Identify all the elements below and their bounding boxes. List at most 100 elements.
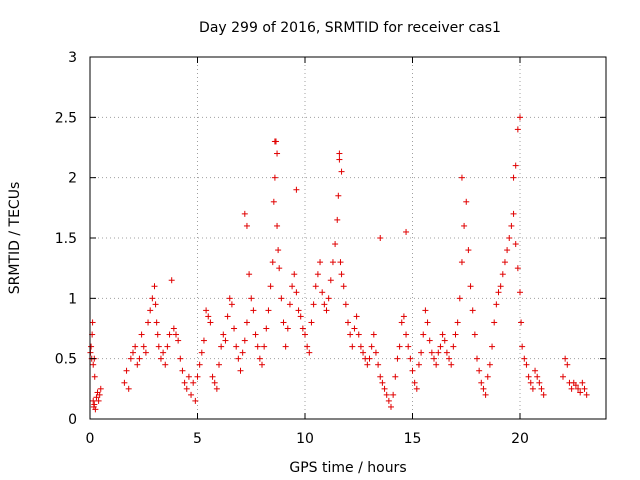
data-point xyxy=(491,319,498,326)
data-point xyxy=(353,313,360,320)
data-point xyxy=(241,337,248,344)
data-point xyxy=(224,313,231,320)
y-tick-label: 0.5 xyxy=(55,352,77,368)
data-point xyxy=(583,391,590,398)
data-point xyxy=(355,331,362,338)
data-point xyxy=(388,403,394,410)
data-point xyxy=(523,361,530,368)
data-point xyxy=(321,301,328,308)
data-point xyxy=(403,228,410,235)
data-point xyxy=(431,355,437,362)
data-point xyxy=(282,343,289,350)
data-point xyxy=(243,222,250,229)
data-point xyxy=(226,295,233,302)
data-point xyxy=(435,349,442,356)
data-point xyxy=(441,337,448,344)
data-point xyxy=(345,319,351,326)
data-point xyxy=(222,337,229,344)
data-point xyxy=(372,349,379,356)
data-point xyxy=(123,367,130,374)
data-point xyxy=(418,349,425,356)
data-point xyxy=(443,349,450,356)
data-point xyxy=(514,126,521,133)
data-point xyxy=(168,277,175,284)
data-point xyxy=(370,331,377,338)
data-point xyxy=(336,150,343,157)
data-point xyxy=(252,331,259,338)
data-point xyxy=(166,331,173,338)
y-tick-label: 1 xyxy=(68,291,77,307)
data-point xyxy=(463,198,470,205)
x-tick-label: 5 xyxy=(193,431,202,447)
data-point xyxy=(233,343,240,350)
data-point xyxy=(495,289,502,296)
data-point xyxy=(280,319,287,326)
data-point xyxy=(517,289,523,296)
data-point xyxy=(274,150,281,157)
data-point xyxy=(319,289,326,296)
data-point xyxy=(192,397,199,404)
data-point xyxy=(403,331,410,338)
data-point xyxy=(152,301,159,308)
data-point xyxy=(138,331,145,338)
y-axis-label: SRMTID / TECUs xyxy=(7,182,23,295)
data-point xyxy=(366,355,373,362)
data-point xyxy=(381,385,388,392)
data-point xyxy=(512,162,519,169)
data-point xyxy=(392,373,399,380)
y-tick-label: 2 xyxy=(68,171,77,187)
data-point xyxy=(323,307,330,314)
data-point xyxy=(501,259,508,266)
data-point xyxy=(396,343,403,350)
data-point xyxy=(88,343,95,350)
data-point xyxy=(90,397,97,404)
data-point xyxy=(271,174,278,181)
data-point xyxy=(297,313,304,320)
data-point xyxy=(467,283,474,290)
data-point xyxy=(237,367,244,374)
data-point xyxy=(270,198,277,205)
data-point xyxy=(89,319,96,326)
data-point xyxy=(263,325,270,332)
data-point xyxy=(304,343,311,350)
data-point xyxy=(474,355,480,362)
data-point xyxy=(532,367,539,374)
data-point xyxy=(93,394,100,401)
data-point xyxy=(337,259,344,266)
data-point xyxy=(334,216,341,223)
data-point xyxy=(489,343,496,350)
data-point xyxy=(90,361,97,368)
data-point xyxy=(426,337,433,344)
data-point xyxy=(213,385,220,392)
data-point xyxy=(179,367,186,374)
data-point xyxy=(147,307,154,314)
data-point xyxy=(317,259,324,266)
data-point xyxy=(510,210,517,217)
data-point xyxy=(536,379,543,386)
data-point xyxy=(534,373,541,380)
data-point xyxy=(458,174,465,181)
data-point xyxy=(458,259,465,266)
data-point xyxy=(349,343,356,350)
data-point xyxy=(200,337,207,344)
data-point xyxy=(347,331,354,338)
data-point xyxy=(194,373,201,380)
data-point xyxy=(424,319,431,326)
data-point xyxy=(175,337,182,344)
data-point xyxy=(274,222,281,229)
data-point xyxy=(411,379,418,386)
data-point xyxy=(478,379,485,386)
y-tick-label: 1.5 xyxy=(55,231,77,247)
data-point xyxy=(91,373,98,380)
data-point xyxy=(181,379,188,386)
x-tick-label: 10 xyxy=(296,431,314,447)
data-point xyxy=(153,319,160,326)
data-point xyxy=(394,355,401,362)
data-point xyxy=(428,349,435,356)
data-point xyxy=(336,156,343,163)
data-point xyxy=(207,319,214,326)
data-point xyxy=(254,343,261,350)
data-point xyxy=(132,343,139,350)
data-point xyxy=(560,373,566,380)
data-point xyxy=(480,385,487,392)
